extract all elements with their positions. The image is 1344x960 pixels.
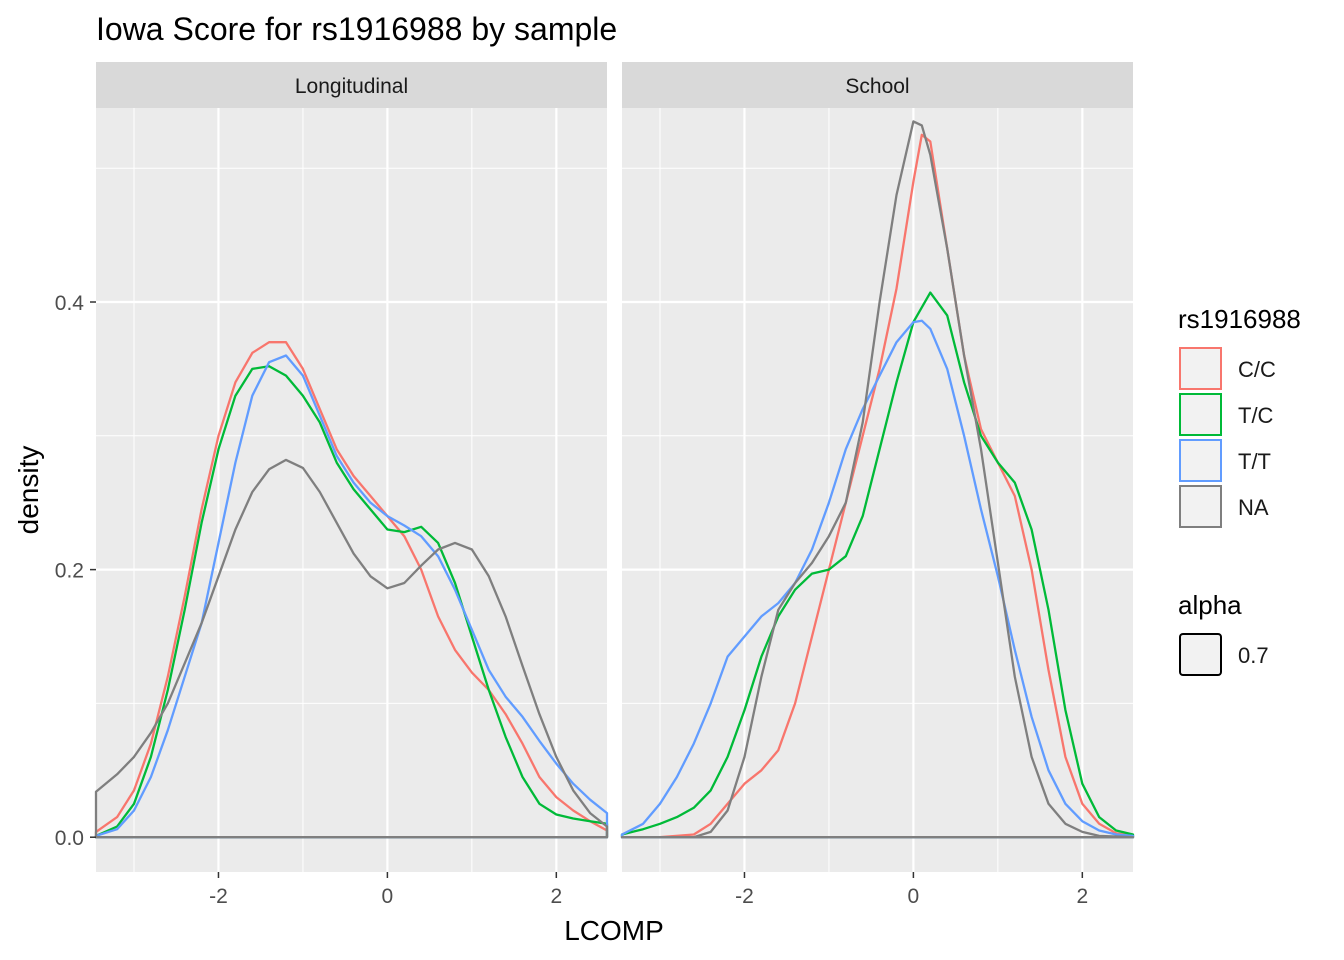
panels: Longitudinal -2 0 2 0.0 0.2 0.4 School -2 0 2 xyxy=(55,62,1133,908)
x-tick-label: 2 xyxy=(1076,885,1088,908)
x-tick-label: 0 xyxy=(382,885,394,908)
legend: rs1916988 C/C T/C T/T NA alpha 0.7 xyxy=(1178,304,1301,675)
alpha-legend-key xyxy=(1180,634,1221,675)
x-tick-label: -2 xyxy=(735,885,754,908)
legend-label: T/C xyxy=(1238,403,1274,428)
legend-keys: C/C T/C T/T NA xyxy=(1180,348,1276,527)
facet-label: Longitudinal xyxy=(295,75,408,98)
y-tick-label: 0.2 xyxy=(55,560,84,583)
x-tick-label: 2 xyxy=(550,885,562,908)
legend-key-cc xyxy=(1180,348,1221,389)
legend-label: C/C xyxy=(1238,357,1276,382)
x-tick-label: -2 xyxy=(209,885,228,908)
legend-key-tc xyxy=(1180,394,1221,435)
legend-label: T/T xyxy=(1238,449,1271,474)
x-axis-label: LCOMP xyxy=(564,915,664,946)
y-tick-label: 0.4 xyxy=(55,292,85,315)
alpha-legend-label: 0.7 xyxy=(1238,643,1269,668)
legend-key-tt xyxy=(1180,440,1221,481)
chart-title: Iowa Score for rs1916988 by sample xyxy=(96,11,617,47)
facet-label: School xyxy=(845,75,909,98)
alpha-legend-title: alpha xyxy=(1178,590,1242,620)
y-axis-label: density xyxy=(13,446,44,535)
y-tick-label: 0.0 xyxy=(55,827,84,850)
legend-title: rs1916988 xyxy=(1178,304,1301,334)
legend-label: NA xyxy=(1238,495,1269,520)
legend-key-na xyxy=(1180,486,1221,527)
panel-background xyxy=(622,108,1133,872)
panel-longitudinal: Longitudinal -2 0 2 0.0 0.2 0.4 xyxy=(55,62,607,908)
panel-school: School -2 0 2 xyxy=(622,62,1133,908)
x-tick-label: 0 xyxy=(908,885,920,908)
